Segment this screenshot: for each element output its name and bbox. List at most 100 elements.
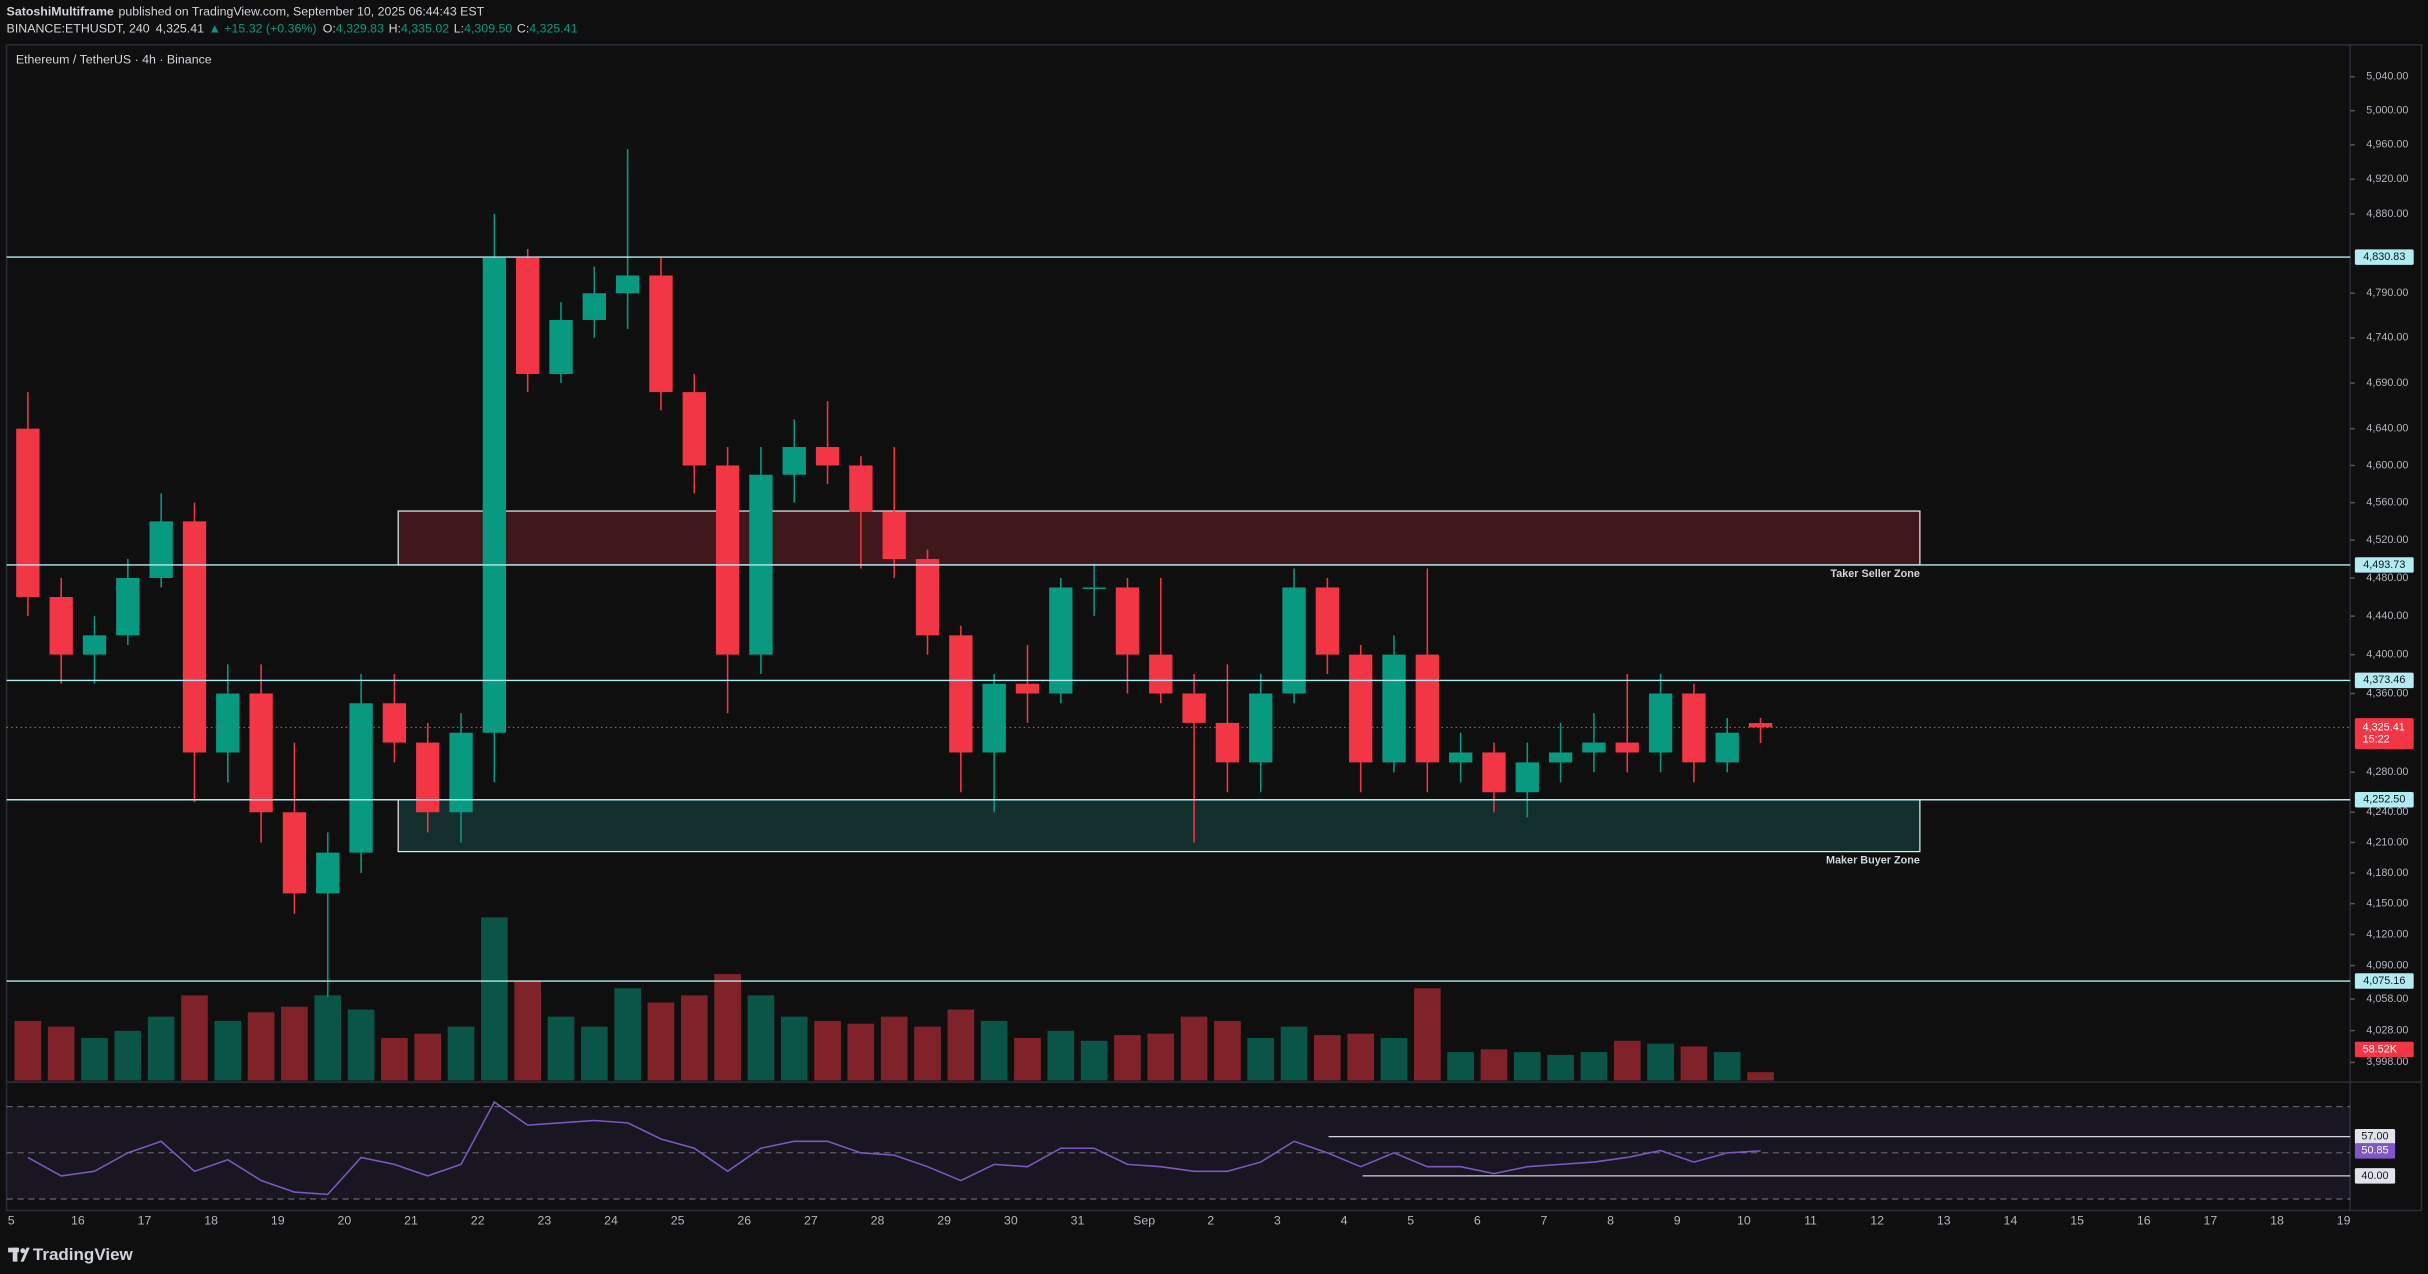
volume-bar [947, 1009, 975, 1081]
candle-body [1582, 742, 1606, 753]
volume-bar [614, 988, 641, 1081]
candle-body [1482, 752, 1506, 793]
chart-frame [5, 44, 2423, 1212]
zone [397, 799, 1921, 853]
candle-body [449, 732, 473, 813]
x-tick-label: 25 [671, 1214, 685, 1228]
x-tick-label: 9 [1674, 1214, 1681, 1228]
x-tick-label: 14 [2004, 1214, 2018, 1228]
y-tick-label: 5,040.00 [2366, 71, 2408, 83]
candle-body [182, 521, 207, 753]
candle-body [1182, 693, 1206, 723]
volume-bar [1680, 1046, 1708, 1081]
rsi-level-box [2354, 1168, 2396, 1184]
candle-body [1215, 722, 1240, 763]
zone-label: Maker Buyer Zone [1826, 855, 1920, 867]
candle-body [715, 465, 740, 655]
volume-bar [314, 995, 342, 1081]
volume-bar [580, 1026, 608, 1081]
rsi-current-box [2354, 1143, 2396, 1159]
volume-bar [680, 995, 708, 1081]
volume-bar [1180, 1016, 1208, 1081]
change: ▲ +15.32 (+0.36%) [209, 22, 317, 36]
y-tick-label: 4,210.00 [2366, 836, 2408, 848]
y-tick-label: 4,640.00 [2366, 422, 2408, 434]
volume-bar [780, 1016, 808, 1081]
volume-bar [1214, 1020, 1241, 1081]
volume-bar [147, 1016, 175, 1081]
volume-bar [747, 995, 775, 1081]
y-tick-label: 4,960.00 [2366, 139, 2408, 151]
x-tick-label: 31 [1071, 1214, 1085, 1228]
volume-bar [1647, 1043, 1674, 1081]
candle-body [149, 521, 173, 578]
volume-bar [1047, 1030, 1075, 1081]
volume-bar [81, 1037, 108, 1081]
volume-bar [1613, 1040, 1641, 1081]
volume-bar [414, 1033, 442, 1081]
y-tick-label: 4,520.00 [2366, 534, 2408, 546]
symbol: BINANCE:ETHUSDT, 240 [7, 22, 150, 36]
volume-bar [14, 1020, 42, 1081]
volume-bar [47, 1026, 75, 1081]
chart-title: Ethereum / TetherUS · 4h · Binance [16, 53, 212, 67]
candle-body [1249, 693, 1273, 763]
x-tick-label: 5 [1407, 1214, 1414, 1228]
volume-bar [1347, 1033, 1375, 1081]
volume-bar [1114, 1035, 1141, 1081]
logo-part [20, 1248, 26, 1254]
x-tick-label: 18 [204, 1214, 218, 1228]
candle-body [1715, 732, 1739, 763]
candle-body [615, 275, 640, 294]
y-tick-label: 4,480.00 [2366, 572, 2408, 584]
candle-body [582, 293, 606, 320]
candle-body [1315, 587, 1340, 655]
volume-bar [1713, 1052, 1741, 1081]
volume-bar [814, 1020, 841, 1081]
candle-body [1615, 742, 1639, 753]
candle-body [349, 703, 373, 853]
candle-body [1015, 683, 1040, 694]
rsi-level-label: 57.00 [2361, 1131, 2388, 1143]
footer-logo [8, 1247, 30, 1262]
volume-bar [1280, 1026, 1308, 1081]
candle-body [1149, 654, 1173, 694]
volume-bar [1480, 1049, 1508, 1081]
volume-bar [1447, 1052, 1474, 1081]
volume-label: 58.52K [2363, 1043, 2398, 1055]
candle-body [1682, 693, 1706, 763]
volume-bar [880, 1016, 908, 1081]
ohlc-value: 4,325.41 [529, 22, 577, 36]
ohlc-key: O: [323, 22, 336, 36]
volume-bar [281, 1006, 308, 1081]
candle-body [1282, 587, 1306, 694]
y-tick-label: 4,058.00 [2366, 993, 2408, 1005]
volume-bar [914, 1026, 941, 1081]
x-tick-label: 26 [737, 1214, 751, 1228]
candle-body [1415, 654, 1439, 763]
rsi-current-label: 50.85 [2361, 1145, 2388, 1157]
y-tick-label: 4,880.00 [2366, 208, 2408, 220]
logo-part [12, 1247, 18, 1262]
candle-body [682, 392, 706, 466]
x-tick-label: 19 [2337, 1214, 2351, 1228]
x-tick-label: Sep [1133, 1214, 1155, 1228]
x-tick-label: 18 [2270, 1214, 2284, 1228]
candle-body [1448, 752, 1473, 763]
volume-bar [1147, 1033, 1175, 1081]
level-label: 4,493.73 [2363, 559, 2405, 571]
x-tick-label: 24 [604, 1214, 618, 1228]
volume-bar [381, 1037, 408, 1081]
volume-bar [1414, 988, 1441, 1081]
volume-bar [447, 1026, 475, 1081]
x-tick-label: 30 [1004, 1214, 1018, 1228]
candle-body [1349, 654, 1373, 763]
level-label-box [2354, 557, 2414, 573]
volume-bar [847, 1023, 875, 1081]
x-tick-label: 20 [338, 1214, 352, 1228]
candle-body [282, 812, 307, 894]
logo-part [20, 1247, 30, 1262]
candle-body [815, 447, 840, 466]
candle-body [649, 275, 673, 393]
